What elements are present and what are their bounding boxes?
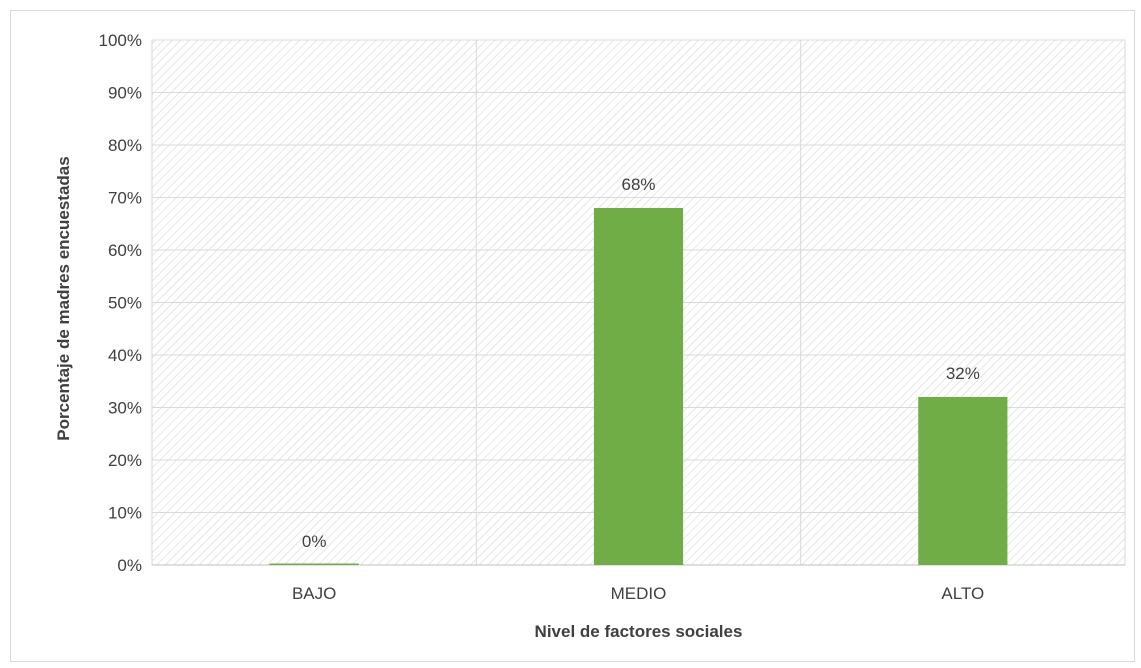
x-tick-label: MEDIO [611,584,667,603]
y-tick-label: 40% [108,346,142,365]
y-tick-label: 90% [108,84,142,103]
y-tick-label: 80% [108,136,142,155]
y-tick-label: 50% [108,294,142,313]
y-axis-title: Porcentaje de madres encuestadas [54,156,73,440]
x-axis-ticks: BAJO MEDIO ALTO [292,584,984,603]
bars: 0% 68% 32% [269,175,1008,565]
y-tick-label: 30% [108,399,142,418]
y-tick-label: 10% [108,504,142,523]
y-tick-label: 100% [99,31,142,50]
x-tick-label: BAJO [292,584,336,603]
y-tick-label: 0% [117,556,142,575]
data-label: 32% [946,364,980,383]
y-tick-label: 70% [108,189,142,208]
y-tick-label: 20% [108,451,142,470]
bar-bajo [269,563,359,565]
y-tick-label: 60% [108,241,142,260]
bar-medio [593,208,684,565]
bar-alto [918,397,1008,565]
x-axis-title: Nivel de factores sociales [535,622,743,641]
data-label: 68% [621,175,655,194]
data-label: 0% [302,532,327,551]
y-axis-ticks: 0% 10% 20% 30% 40% 50% 60% 70% 80% 90% 100% [99,31,142,575]
x-tick-label: ALTO [941,584,984,603]
